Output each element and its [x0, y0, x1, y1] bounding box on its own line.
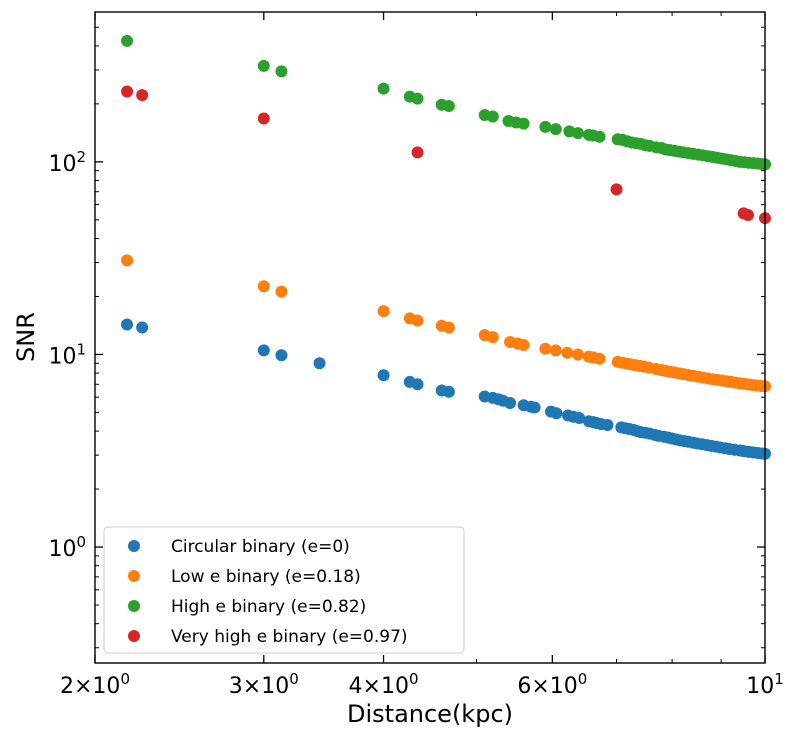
y-tick-label: 101	[48, 340, 86, 369]
legend-label: Circular binary (e=0)	[171, 537, 350, 557]
data-point	[136, 321, 149, 334]
legend-label: Very high e binary (e=0.97)	[171, 627, 408, 647]
data-point	[550, 407, 563, 420]
data-point	[377, 305, 390, 318]
data-point	[257, 280, 270, 293]
data-point	[411, 314, 424, 327]
legend-label: High e binary (e=0.82)	[171, 597, 366, 617]
data-point	[275, 65, 288, 78]
x-tick-label: 6×100	[517, 670, 587, 699]
data-point	[742, 208, 755, 221]
series-3	[121, 85, 771, 225]
data-point	[121, 85, 134, 98]
data-point	[573, 411, 586, 424]
legend: Circular binary (e=0) Low e binary (e=0.1…	[103, 526, 465, 654]
series-0	[121, 318, 771, 460]
data-point	[121, 318, 134, 331]
y-tick-label: 100	[48, 533, 86, 562]
data-point	[442, 321, 455, 334]
data-point	[257, 59, 270, 72]
data-point	[257, 112, 270, 125]
data-point	[313, 357, 326, 370]
legend-marker	[128, 570, 140, 582]
x-tick-label: 101	[746, 670, 784, 699]
data-point	[517, 117, 530, 130]
x-axis-label: Distance(kpc)	[347, 700, 513, 728]
data-point	[549, 344, 562, 357]
data-point	[411, 92, 424, 105]
x-tick-label: 4×100	[349, 670, 419, 699]
data-point	[442, 100, 455, 113]
data-point	[486, 331, 499, 344]
data-point	[593, 352, 606, 365]
y-tick-label: 102	[48, 148, 86, 177]
data-point	[442, 385, 455, 398]
data-point	[601, 419, 614, 432]
data-point	[275, 285, 288, 298]
data-point	[593, 130, 606, 143]
legend-marker	[128, 600, 140, 612]
legend-marker	[128, 540, 140, 552]
series-2	[121, 34, 771, 171]
data-point	[377, 82, 390, 95]
data-point	[257, 344, 270, 357]
x-tick-label: 3×100	[229, 670, 299, 699]
data-point	[486, 110, 499, 123]
data-point	[517, 338, 530, 351]
x-tick-labels: 2×100 3×100 4×100 6×100 101	[60, 670, 784, 699]
data-point	[561, 346, 574, 359]
data-point	[539, 342, 552, 355]
data-point	[610, 183, 623, 196]
data-point	[121, 254, 134, 267]
plot-frame	[94, 11, 766, 664]
data-point	[411, 378, 424, 391]
data-point	[275, 349, 288, 362]
y-tick-labels: 100 101 102	[48, 148, 86, 562]
data-point	[549, 123, 562, 136]
data-point	[571, 348, 584, 361]
data-point	[528, 401, 541, 414]
data-point	[377, 369, 390, 382]
data-points	[121, 34, 771, 460]
data-point	[136, 89, 149, 102]
legend-label: Low e binary (e=0.18)	[171, 567, 361, 587]
legend-box	[103, 526, 465, 654]
data-point	[411, 146, 424, 159]
x-tick-label: 2×100	[60, 670, 130, 699]
data-point	[504, 396, 517, 409]
legend-marker	[128, 630, 140, 642]
data-point	[571, 127, 584, 140]
data-point	[121, 34, 134, 47]
y-axis-label: SNR	[12, 312, 40, 362]
data-point	[539, 120, 552, 133]
